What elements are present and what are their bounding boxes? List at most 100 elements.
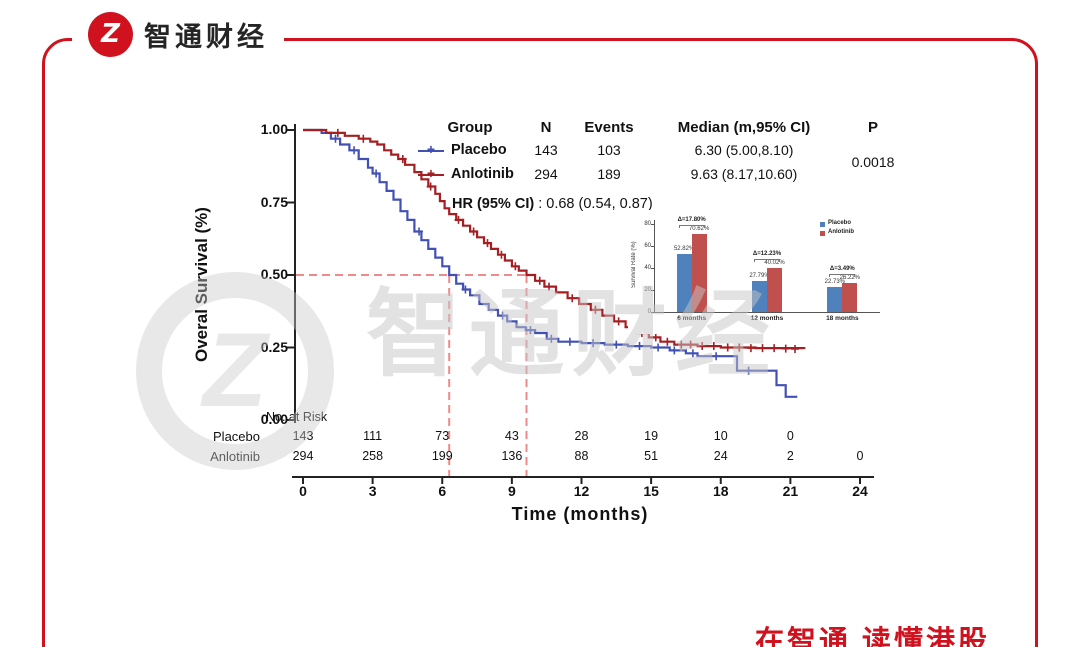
inset-y-tick <box>651 246 654 247</box>
legend-header-median: Median (m,95% CI) <box>677 118 811 136</box>
risk-count: 88 <box>574 449 589 463</box>
x-tick-label: 15 <box>643 483 659 499</box>
x-tick-label: 3 <box>368 483 377 499</box>
inset-delta-label: Δ=17.80% <box>677 217 706 224</box>
x-tick-label: 18 <box>712 483 729 499</box>
inset-bar-value: 22.73% <box>824 278 845 285</box>
risk-count: 51 <box>644 449 659 463</box>
placebo-name: Placebo <box>451 142 507 158</box>
x-tick-label: 24 <box>852 483 868 499</box>
hr-label: HR (95% CI) <box>452 196 535 212</box>
inset-legend-swatch <box>820 222 825 227</box>
marker-plus: + <box>426 140 436 157</box>
marker-plus: + <box>426 164 436 181</box>
inset-delta-bracket <box>678 225 705 229</box>
risk-count: 0 <box>786 429 794 443</box>
inset-y-tick <box>651 290 654 291</box>
inset-y-axis <box>654 220 655 312</box>
risk-count: 43 <box>504 429 519 443</box>
brand-logo: Z 智通财经 <box>72 8 284 60</box>
risk-count: 24 <box>713 449 728 463</box>
inset-bar-anlotinib <box>767 267 782 312</box>
legend-header-events: Events <box>584 118 634 136</box>
x-tick-label: 6 <box>438 483 447 499</box>
placebo-events: 103 <box>597 142 621 158</box>
risk-count: 28 <box>574 429 589 443</box>
x-tick-label: 21 <box>782 483 799 499</box>
risk-table-title: No. at Risk <box>266 410 328 424</box>
risk-count: 111 <box>363 429 383 443</box>
anlotinib-n: 294 <box>534 166 558 182</box>
risk-count: 199 <box>431 449 453 463</box>
inset-bar-anlotinib <box>691 234 707 312</box>
x-axis-label: Time (months) <box>511 504 649 524</box>
inset-bar-anlotinib <box>842 283 858 312</box>
placebo-marker-icon: + <box>418 140 444 157</box>
risk-count: 294 <box>292 449 314 463</box>
risk-count: 2 <box>786 449 794 463</box>
inset-category-label: 6 months <box>677 315 707 322</box>
hazard-ratio-line: HR (95% CI) : 0.68 (0.54, 0.87) <box>452 196 653 212</box>
inset-delta-label: Δ=3.49% <box>829 266 855 273</box>
inset-bar-chart: Survival Rate (%) 0 20 40 60 80 6 months 52.82%… <box>628 210 892 334</box>
inset-bar-placebo <box>752 281 767 312</box>
risk-count: 258 <box>362 449 384 463</box>
y-tick-label: 1.00 <box>260 121 288 137</box>
y-tick-label: 0.00 <box>260 411 288 427</box>
legend-row-placebo: + Placebo <box>418 142 522 158</box>
anlotinib-name: Anlotinib <box>451 166 514 182</box>
risk-count: 19 <box>644 429 659 443</box>
risk-count: 136 <box>501 449 523 463</box>
inset-bar-placebo <box>676 253 692 312</box>
inset-legend-swatch <box>820 231 825 236</box>
brand-name: 智通财经 <box>144 21 268 52</box>
inset-y-tick <box>651 312 654 313</box>
inset-y-tick-label: 0 <box>647 308 651 315</box>
inset-y-tick-label: 80 <box>644 220 651 227</box>
inset-x-axis <box>654 312 880 313</box>
inset-y-tick-label: 20 <box>644 286 651 293</box>
placebo-median: 6.30 (5.00,8.10) <box>694 142 794 158</box>
risk-row-placebo-label: Placebo <box>213 429 260 444</box>
x-tick-label: 9 <box>507 483 516 499</box>
inset-bar-value: 26.22% <box>839 275 860 282</box>
anlotinib-median: 9.63 (8.17,10.60) <box>690 166 798 182</box>
inset-delta-bracket <box>829 274 856 278</box>
risk-count: 143 <box>292 429 314 443</box>
anlotinib-events: 189 <box>597 166 621 182</box>
y-tick-label: 0.50 <box>260 266 288 282</box>
x-tick-label: 12 <box>573 483 590 499</box>
inset-y-tick-label: 60 <box>644 242 651 249</box>
inset-y-tick <box>651 224 654 225</box>
red-frame-border <box>42 38 1038 647</box>
inset-y-tick <box>651 268 654 269</box>
brand-logo-icon: Z <box>88 11 133 57</box>
brand-slogan: 在智通 读懂港股 <box>754 626 990 647</box>
risk-count: 10 <box>713 429 728 443</box>
risk-row-anlotinib-label: Anlotinib <box>210 449 260 464</box>
legend-header-n: N <box>540 118 552 136</box>
inset-category-label: 18 months <box>826 315 859 322</box>
y-tick-label: 0.25 <box>260 338 288 355</box>
p-value: 0.0018 <box>851 154 895 170</box>
inset-y-tick-label: 40 <box>644 264 651 271</box>
inset-delta-bracket <box>754 258 780 262</box>
anlotinib-marker-icon: + <box>418 164 444 181</box>
inset-delta-label: Δ=12.23% <box>752 250 782 257</box>
risk-count: 73 <box>435 429 450 443</box>
inset-legend-label: Anlotinib <box>828 229 854 235</box>
logo-z-glyph: Z <box>101 19 120 49</box>
y-tick-label: 0.75 <box>260 193 288 210</box>
y-axis-label: Overal Survival (%) <box>192 207 211 363</box>
inset-legend-label: Placebo <box>828 220 852 226</box>
x-tick-label: 0 <box>299 483 307 499</box>
risk-count: 0 <box>856 449 864 463</box>
legend-header-p: P <box>867 118 878 136</box>
legend-row-anlotinib: + Anlotinib <box>418 166 522 182</box>
placebo-n: 143 <box>534 142 558 158</box>
inset-category-label: 12 months <box>750 315 784 322</box>
legend-table: Group N Events Median (m,95% CI) P + Pla… <box>418 116 906 186</box>
inset-bar-placebo <box>827 286 843 312</box>
legend-header-group: Group <box>447 118 493 136</box>
